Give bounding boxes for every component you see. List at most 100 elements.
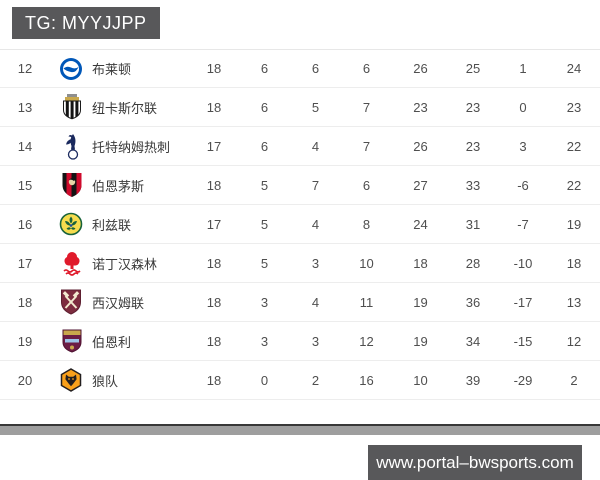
- wins-cell: 6: [260, 61, 269, 76]
- tottenham-badge-icon: [50, 133, 88, 160]
- team-name-cell: 纽卡斯尔联: [92, 100, 158, 116]
- team-name-cell: 狼队: [92, 373, 119, 389]
- goal-diff-cell: 3: [519, 138, 527, 154]
- table-row[interactable]: 20 狼队 18 0 2 16 10 39 -29 2: [0, 361, 600, 400]
- team-name-cell: 诺丁汉森林: [92, 256, 158, 272]
- goals-for-cell: 26: [413, 138, 428, 154]
- goals-against-cell: 25: [465, 61, 481, 76]
- goal-diff-cell: -7: [517, 216, 529, 232]
- wins-cell: 3: [260, 333, 269, 349]
- goal-diff-cell: -6: [517, 177, 529, 193]
- points-cell: 23: [566, 99, 582, 115]
- wins-cell: 5: [260, 216, 269, 232]
- goals-against-cell: 23: [465, 138, 481, 154]
- brighton-badge-icon: [50, 57, 88, 81]
- goals-for-cell: 10: [413, 372, 428, 388]
- goals-against-cell: 31: [465, 216, 481, 232]
- table-row[interactable]: 12 布莱顿 18 6 6 6 26 25 1 24: [0, 49, 600, 88]
- wins-cell: 3: [260, 294, 269, 310]
- wins-cell: 6: [260, 99, 269, 115]
- goal-diff-cell: 0: [519, 99, 527, 115]
- points-cell: 19: [566, 216, 582, 232]
- table-row[interactable]: 14 托特纳姆热刺 17 6 4 7 26 23 3 22: [0, 127, 600, 166]
- goals-for-cell: 18: [413, 255, 428, 271]
- goals-against-cell: 23: [465, 99, 481, 115]
- leeds-badge-icon: [50, 212, 88, 236]
- points-cell: 2: [570, 372, 578, 388]
- points-cell: 18: [566, 255, 582, 271]
- losses-cell: 10: [359, 255, 374, 271]
- draws-cell: 7: [311, 177, 320, 193]
- draws-cell: 4: [311, 216, 320, 232]
- wins-cell: 5: [260, 177, 269, 193]
- goals-against-cell: 39: [465, 372, 481, 388]
- losses-cell: 6: [362, 177, 371, 193]
- west-ham-badge-icon: [50, 289, 88, 315]
- rank-cell: 18: [17, 294, 33, 310]
- team-name-cell: 伯恩利: [92, 334, 132, 350]
- goal-diff-cell: -10: [513, 255, 533, 271]
- played-cell: 18: [206, 99, 222, 115]
- rank-cell: 16: [17, 216, 33, 232]
- wins-cell: 5: [260, 255, 269, 271]
- losses-cell: 6: [362, 61, 371, 76]
- goals-against-cell: 34: [465, 333, 481, 349]
- goal-diff-cell: 1: [519, 61, 527, 76]
- goal-diff-cell: -29: [513, 372, 533, 388]
- goals-for-cell: 27: [413, 177, 428, 193]
- wins-cell: 6: [260, 138, 269, 154]
- goals-for-cell: 19: [413, 294, 428, 310]
- draws-cell: 4: [311, 294, 320, 310]
- losses-cell: 11: [359, 294, 374, 310]
- played-cell: 17: [206, 216, 222, 232]
- losses-cell: 7: [362, 99, 371, 115]
- draws-cell: 5: [311, 99, 320, 115]
- played-cell: 18: [206, 372, 222, 388]
- draws-cell: 6: [311, 61, 320, 76]
- played-cell: 18: [206, 177, 222, 193]
- team-name-cell: 托特纳姆热刺: [92, 139, 171, 155]
- draws-cell: 3: [311, 255, 320, 271]
- goals-against-cell: 36: [465, 294, 481, 310]
- played-cell: 18: [206, 255, 222, 271]
- rank-cell: 13: [17, 99, 33, 115]
- goals-against-cell: 28: [465, 255, 481, 271]
- goal-diff-cell: -15: [513, 333, 533, 349]
- goals-for-cell: 19: [413, 333, 428, 349]
- played-cell: 18: [206, 294, 222, 310]
- table-row[interactable]: 15 伯恩茅斯 18 5 7 6 27 33 -6 22: [0, 166, 600, 205]
- nottingham-forest-badge-icon: [50, 250, 88, 276]
- goals-for-cell: 24: [413, 216, 428, 232]
- losses-cell: 8: [362, 216, 371, 232]
- tg-watermark-label: TG: MYYJJPP: [25, 12, 147, 33]
- points-cell: 13: [566, 294, 582, 310]
- newcastle-badge-icon: [50, 94, 88, 120]
- site-watermark-label: www.portal–bwsports.com: [376, 453, 574, 472]
- bournemouth-badge-icon: [50, 172, 88, 198]
- team-name-cell: 伯恩茅斯: [92, 178, 145, 194]
- losses-cell: 7: [362, 138, 371, 154]
- wolves-badge-icon: [50, 368, 88, 392]
- rank-cell: 19: [17, 333, 33, 349]
- team-name-cell: 利兹联: [92, 217, 132, 233]
- table-row[interactable]: 18 西汉姆联 18 3 4 11 19 36 -17 13: [0, 283, 600, 322]
- draws-cell: 2: [311, 372, 320, 388]
- table-row[interactable]: 16 利兹联 17 5 4 8 24 31 -7 19: [0, 205, 600, 244]
- goals-for-cell: 26: [413, 61, 428, 76]
- tg-watermark-banner: TG: MYYJJPP: [12, 7, 160, 39]
- site-watermark-banner: www.portal–bwsports.com: [368, 445, 582, 480]
- table-row[interactable]: 17 诺丁汉森林 18 5 3 10 18 28 -10 18: [0, 244, 600, 283]
- points-cell: 12: [566, 333, 582, 349]
- league-standings-table: 12 布莱顿 18 6 6 6 26 25 1 24 13 纽卡斯尔联 18 6…: [0, 49, 600, 400]
- footer-divider-line: [0, 424, 600, 426]
- points-cell: 22: [566, 177, 582, 193]
- table-row[interactable]: 19 伯恩利 18 3 3 12 19 34 -15 12: [0, 322, 600, 361]
- losses-cell: 12: [359, 333, 374, 349]
- rank-cell: 20: [17, 372, 33, 388]
- losses-cell: 16: [359, 372, 374, 388]
- footer-gray-bar: [0, 426, 600, 435]
- draws-cell: 4: [311, 138, 320, 154]
- rank-cell: 15: [17, 177, 33, 193]
- table-row[interactable]: 13 纽卡斯尔联 18 6 5 7 23 23 0 23: [0, 88, 600, 127]
